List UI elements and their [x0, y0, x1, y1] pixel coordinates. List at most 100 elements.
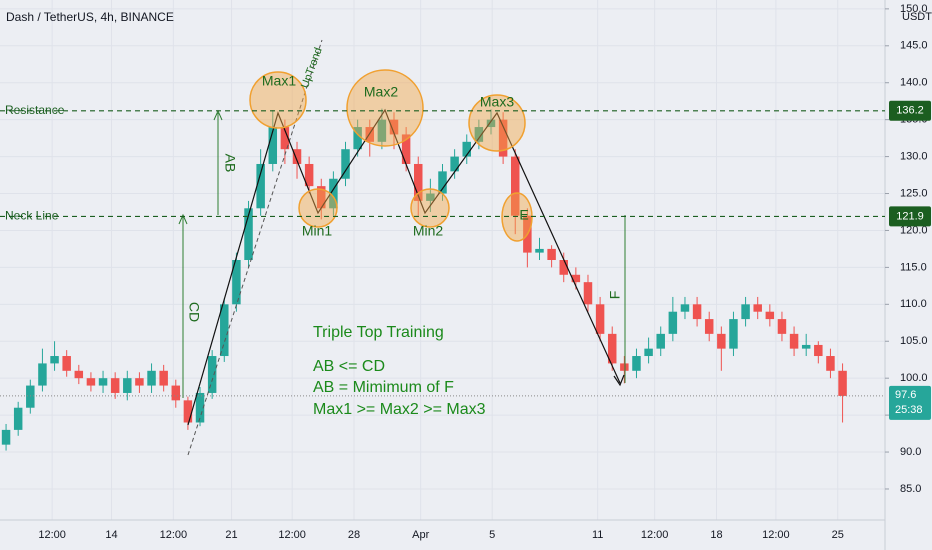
- candle-body: [171, 385, 181, 401]
- candle-body: [147, 370, 156, 386]
- candle-body: [632, 356, 641, 371]
- candle-body: [1, 429, 11, 445]
- candle-body: [438, 171, 447, 194]
- max1-circle: [249, 71, 307, 129]
- candle-body: [183, 400, 193, 423]
- candle-body: [50, 356, 59, 364]
- candle-body: [62, 356, 71, 371]
- label: F: [607, 291, 623, 300]
- x-tick-label: 12:00: [762, 529, 790, 541]
- candle-body: [559, 260, 568, 275]
- candle-body: [729, 319, 738, 349]
- candle-body: [535, 248, 544, 253]
- candle-body: [826, 356, 835, 371]
- candle-body: [753, 304, 762, 312]
- candle-body: [244, 208, 253, 260]
- y-tick-label: 150.0: [900, 3, 928, 15]
- x-tick-label: 18: [710, 529, 722, 541]
- candle-body: [789, 333, 799, 349]
- price-box-label: 136.2: [896, 105, 924, 117]
- x-tick-label: 21: [225, 529, 237, 541]
- candle-body: [401, 134, 411, 164]
- y-tick-label: 120.0: [900, 224, 928, 236]
- candle-body: [195, 392, 205, 423]
- x-tick-label: Apr: [412, 529, 429, 541]
- y-tick-label: 85.0: [900, 483, 921, 495]
- candle-body: [414, 163, 423, 201]
- uptrend-line: [187, 39, 323, 456]
- chart-title: Dash / TetherUS, 4h, BINANCE: [6, 10, 174, 24]
- y-tick-label: 125.0: [900, 187, 928, 199]
- candle-body: [74, 370, 84, 379]
- x-tick-label: 12:00: [641, 529, 669, 541]
- countdown-label: 25:38: [895, 404, 923, 416]
- candle-body: [607, 333, 617, 364]
- candle-body: [304, 163, 314, 187]
- min1-circle: [298, 188, 338, 228]
- overlay: 85.090.095.0100.0105.0110.0115.0120.0125…: [0, 3, 931, 541]
- y-tick-label: 90.0: [900, 446, 921, 458]
- label: Min2: [413, 223, 444, 239]
- price-box-label: 121.9: [896, 210, 924, 222]
- y-tick-label: 110.0: [900, 298, 927, 310]
- candle-body: [717, 333, 726, 349]
- x-tick-label: 12:00: [38, 529, 66, 541]
- price-line-name: Neck Line: [5, 209, 59, 223]
- drawings: Max1 Max2 Max3 Min1 Min2 E AB CD F UpTre…: [178, 39, 626, 456]
- candle-body: [232, 260, 241, 305]
- y-tick-label: 100.0: [900, 372, 928, 384]
- y-tick-label: 140.0: [900, 77, 928, 89]
- note-line: Max1 >= Max2 >= Max3: [313, 401, 486, 418]
- candle-body: [123, 378, 132, 393]
- y-unit: USDT: [902, 11, 932, 23]
- max2-circle: [346, 69, 424, 147]
- y-tick-label: 145.0: [900, 40, 928, 52]
- candle-body: [110, 378, 120, 393]
- arrow-head: [178, 213, 188, 225]
- candle-body: [377, 119, 387, 142]
- candle-body: [450, 156, 459, 172]
- candle-body: [26, 385, 35, 408]
- label: CD: [186, 302, 202, 322]
- candle-body: [547, 248, 556, 260]
- min2-circle: [410, 188, 450, 228]
- last-price-label: 97.6: [895, 389, 916, 401]
- candle-body: [292, 149, 302, 164]
- candle-body: [838, 370, 847, 396]
- candle-body: [159, 370, 168, 386]
- candle-body: [777, 319, 787, 334]
- candle-body: [280, 127, 290, 150]
- candles: [1, 108, 847, 451]
- candle-body: [692, 304, 702, 320]
- candle-body: [801, 344, 811, 349]
- last-price-box: [889, 385, 931, 420]
- candle-body: [620, 363, 629, 371]
- zigzag: [187, 108, 621, 426]
- candle-body: [38, 363, 47, 386]
- y-tick-label: 115.0: [900, 261, 927, 273]
- candle-body: [474, 127, 484, 142]
- candle-body: [13, 407, 23, 430]
- candle-body: [571, 274, 581, 283]
- candle-body: [486, 119, 496, 128]
- x-tick-label: 12:00: [160, 529, 188, 541]
- x-tick-label: 25: [832, 529, 844, 541]
- label: Max1: [262, 73, 296, 89]
- candle-body: [98, 378, 108, 386]
- y-tick-label: 105.0: [900, 335, 928, 347]
- price-line-name: Resistance: [5, 103, 65, 117]
- candle-body: [135, 378, 144, 386]
- candle-body: [317, 186, 326, 209]
- label: AB: [222, 154, 238, 173]
- candle-body: [814, 344, 823, 357]
- grid: [0, 0, 885, 520]
- candle-body: [353, 127, 362, 150]
- candle-body: [583, 282, 593, 305]
- candle-body: [498, 119, 508, 157]
- candle-body: [86, 378, 96, 386]
- x-tick-label: 14: [105, 529, 117, 541]
- candle-body: [704, 319, 714, 334]
